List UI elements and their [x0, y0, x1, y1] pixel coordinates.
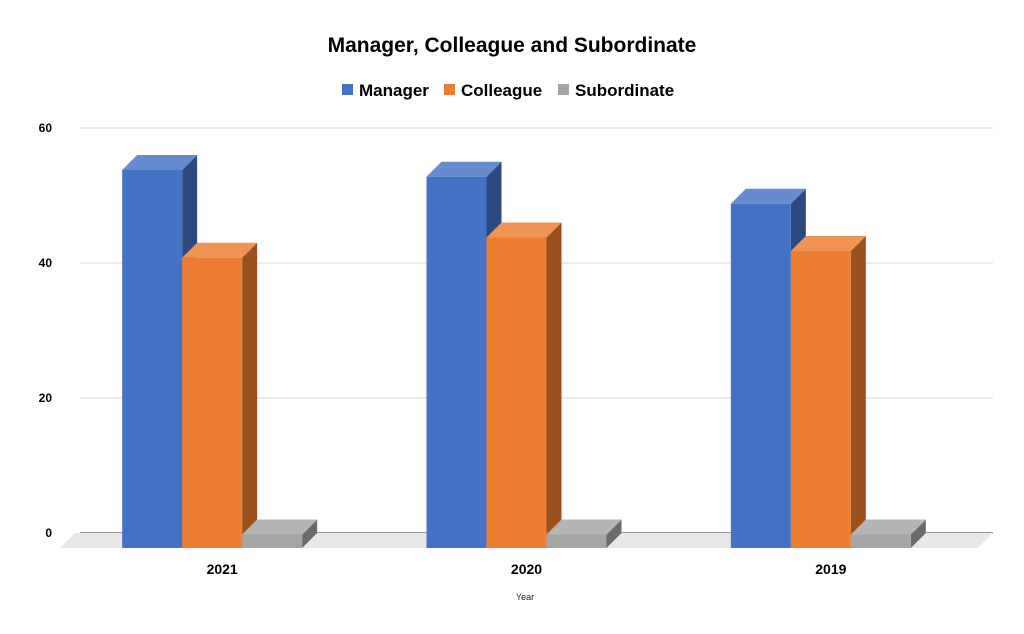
- legend: Manager Colleague Subordinate: [342, 81, 674, 100]
- y-tick-label: 20: [39, 391, 53, 405]
- bar-side: [606, 519, 622, 548]
- bar-colleague-2020: [486, 222, 562, 548]
- x-category-label: 2020: [511, 561, 542, 577]
- bar-front: [182, 257, 243, 548]
- bar-front: [486, 237, 547, 548]
- bar-front: [850, 534, 911, 548]
- x-category-label: 2021: [207, 561, 238, 577]
- bar-subordinate-2021: [242, 519, 318, 548]
- legend-swatch-colleague: [444, 84, 455, 95]
- bar-top: [122, 155, 198, 170]
- bar-front: [426, 176, 487, 548]
- bar-colleague-2019: [790, 236, 866, 548]
- legend-label-manager: Manager: [359, 81, 429, 100]
- bar-front: [546, 534, 607, 548]
- chart-title: Manager, Colleague and Subordinate: [328, 34, 697, 57]
- bar-side: [850, 236, 866, 548]
- y-tick-label: 40: [39, 256, 53, 270]
- bar-front: [730, 203, 791, 548]
- bar-top: [242, 519, 318, 535]
- bar-top: [546, 519, 622, 535]
- bar-top: [790, 236, 866, 251]
- bar-top: [850, 519, 926, 535]
- bar-subordinate-2019: [850, 519, 926, 548]
- bars: [122, 155, 926, 548]
- bar-top: [730, 188, 806, 204]
- bar-top: [486, 222, 562, 238]
- bar-top: [426, 161, 502, 177]
- bar-colleague-2021: [182, 242, 258, 548]
- legend-swatch-subordinate: [558, 84, 569, 95]
- legend-label-subordinate: Subordinate: [575, 81, 674, 100]
- bar-side: [910, 519, 926, 548]
- y-tick-label: 60: [39, 121, 53, 135]
- bar-front: [122, 170, 183, 548]
- legend-label-colleague: Colleague: [461, 81, 542, 100]
- bar-front: [242, 534, 303, 548]
- bar-side: [546, 222, 562, 548]
- legend-swatch-manager: [342, 84, 353, 95]
- x-axis-categories: 2021 2020 2019: [207, 561, 847, 577]
- bar-manager-2021: [122, 155, 198, 548]
- bar-side: [302, 519, 318, 548]
- y-axis-ticks: 0 20 40 60: [39, 121, 53, 540]
- bar-top: [182, 242, 258, 258]
- x-category-label: 2019: [815, 561, 846, 577]
- bar-side: [242, 242, 258, 548]
- bar-subordinate-2020: [546, 519, 622, 548]
- y-tick-label: 0: [45, 526, 52, 540]
- bar-front: [790, 251, 851, 548]
- x-axis-title: Year: [516, 592, 534, 602]
- bar-manager-2019: [730, 188, 806, 548]
